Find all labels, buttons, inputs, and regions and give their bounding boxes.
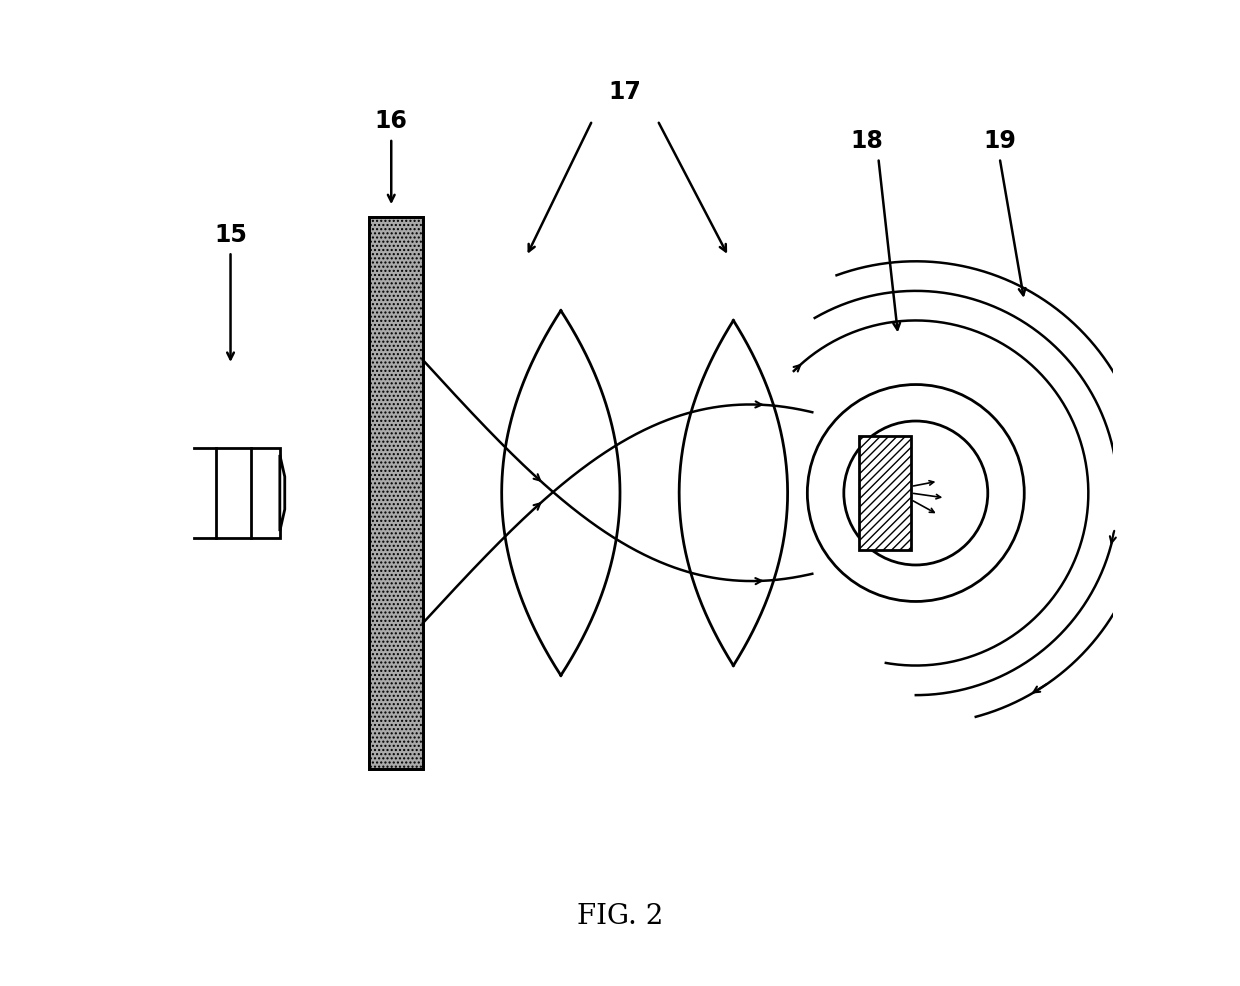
Bar — [859, 437, 910, 550]
Text: 16: 16 — [374, 109, 408, 133]
Text: 19: 19 — [983, 129, 1016, 153]
Text: 18: 18 — [851, 129, 883, 153]
Polygon shape — [280, 455, 285, 531]
Bar — [368, 217, 423, 769]
Text: 15: 15 — [215, 223, 247, 246]
Text: 17: 17 — [609, 80, 641, 104]
Bar — [368, 217, 423, 769]
Bar — [216, 448, 280, 538]
Bar — [368, 217, 423, 769]
Text: FIG. 2: FIG. 2 — [577, 903, 663, 931]
